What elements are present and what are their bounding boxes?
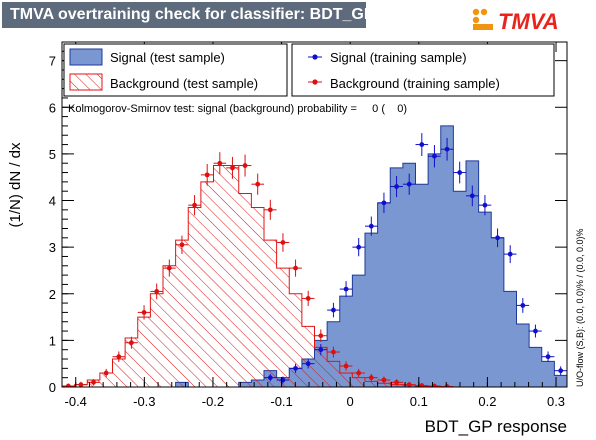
x-tick-label: -0.1 [270, 394, 292, 409]
y-tick-label: 4 [49, 194, 56, 209]
signal-train-point [402, 173, 416, 195]
background-train-point [428, 383, 441, 387]
legend-label-background-train: Background (training sample) [330, 76, 500, 91]
ks-test-text: Kolmogorov-Smirnov test: signal (backgro… [68, 103, 407, 115]
signal-train-point [428, 145, 441, 168]
x-tick-label: -0.3 [133, 394, 155, 409]
tmva-logo: TMVA [472, 8, 559, 34]
background-train-point [62, 383, 75, 387]
signal-train-point [415, 133, 429, 157]
y-tick-label: 5 [49, 147, 56, 162]
signal-train-point [503, 245, 517, 264]
signal-train-point [352, 238, 365, 257]
background-train-point [112, 351, 126, 362]
legend-label-background-test: Background (test sample) [110, 76, 258, 91]
background-train-point [163, 259, 176, 277]
signal-train-point [365, 216, 378, 236]
background-train-point [137, 305, 151, 320]
y-tick-label: 3 [49, 240, 56, 255]
background-train-point [200, 164, 214, 186]
logo-text: TMVA [498, 9, 559, 34]
y-tick-label: 7 [49, 54, 56, 69]
histogram-layer [62, 125, 567, 387]
background-train-point [87, 379, 100, 386]
background-train-point [352, 368, 365, 378]
signal-train-point [529, 324, 542, 338]
background-train-point [125, 336, 138, 349]
legend: Signal (test sample) Background (test sa… [63, 43, 555, 97]
legend-swatch-signal-test [69, 48, 103, 66]
signal-train-point [327, 302, 340, 318]
x-axis-label: BDT_GP response [425, 417, 567, 436]
plot-title: TMVA overtraining check for classifier: … [2, 2, 375, 28]
y-tick-label: 6 [49, 100, 56, 115]
x-tick-label: 0.3 [547, 394, 565, 409]
signal-train-point [554, 366, 567, 376]
background-train-point [188, 195, 201, 216]
x-tick-label: -0.2 [202, 394, 224, 409]
background-train-point [289, 259, 302, 277]
legend-label-signal-test: Signal (test sample) [110, 50, 225, 65]
x-tick-label: 0.2 [478, 394, 496, 409]
background-train-point [226, 156, 239, 179]
background-train-point [264, 199, 277, 220]
background-train-point [377, 376, 391, 384]
y-tick-label: 2 [49, 287, 56, 302]
legend-label-signal-train: Signal (training sample) [330, 50, 467, 65]
background-train-point [251, 173, 264, 195]
points-layer [62, 133, 567, 387]
y-tick-label: 0 [49, 380, 56, 395]
x-tick-label: 0 [347, 394, 354, 409]
background-train-point [339, 361, 353, 371]
background-train-point [238, 154, 252, 177]
signal-train-point [453, 161, 466, 184]
signal-train-point [301, 358, 315, 369]
y-tick-label: 1 [49, 333, 56, 348]
signal-train-point [264, 373, 277, 382]
background-train-point [276, 233, 290, 252]
legend-marker-signal-train [308, 54, 322, 60]
background-train-point [150, 283, 163, 300]
logo-dots-icon [472, 8, 493, 30]
background-train-point [365, 373, 378, 382]
signal-train-point [339, 281, 353, 298]
background-train-point [402, 381, 416, 387]
signal-train-point [491, 228, 504, 248]
signal-train-point [289, 363, 302, 373]
signal-train-point [390, 175, 403, 198]
background-train-point [99, 368, 113, 378]
legend-box-right [291, 43, 555, 97]
signal-train-point [466, 185, 479, 207]
background-train-point [415, 383, 429, 387]
x-tick-label: -0.4 [65, 394, 87, 409]
background-train-point [390, 379, 403, 386]
y-axis-label: (1/N) dN / dx [7, 142, 24, 228]
plot-frame [61, 41, 568, 388]
background-train-point [175, 235, 189, 254]
background-train-point [213, 152, 227, 175]
axes-layer: -0.4 -0.3 -0.2 -0.1 0 0.1 0.2 0.3 0 1 2 3 4 5 6 7 [49, 41, 567, 409]
legend-marker-background-train [308, 79, 322, 85]
background-train-point [301, 290, 315, 307]
signal-train-point [541, 351, 555, 362]
signal-train-point [440, 137, 454, 161]
signal-train-point [478, 195, 492, 216]
signal-train-point [516, 297, 530, 313]
legend-swatch-background-test [69, 73, 103, 91]
signal-train-point [377, 192, 391, 214]
background-train-point [327, 346, 340, 358]
overflow-side-text: U/O-flow (S,B): (0.0, 0.0)% / (0.0, 0.0)… [575, 228, 585, 387]
signal-train-point [314, 344, 328, 356]
background-train-point [314, 329, 328, 342]
x-tick-label: 0.1 [410, 394, 428, 409]
